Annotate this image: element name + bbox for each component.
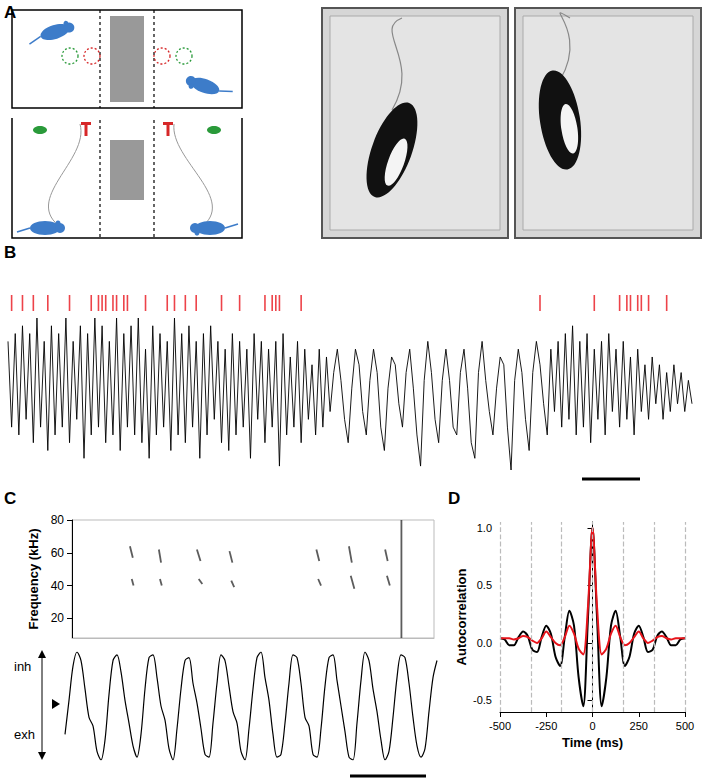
svg-text:80: 80 (51, 513, 65, 527)
svg-text:A: A (4, 3, 16, 22)
svg-text:Time (ms): Time (ms) (562, 735, 623, 750)
svg-text:40: 40 (51, 579, 65, 593)
svg-text:250: 250 (630, 720, 648, 732)
svg-text:exh: exh (14, 727, 35, 742)
svg-text:-500: -500 (489, 720, 511, 732)
svg-text:1.0: 1.0 (477, 522, 492, 534)
svg-text:0.0: 0.0 (477, 637, 492, 649)
svg-text:500: 500 (676, 720, 694, 732)
svg-text:-250: -250 (535, 720, 557, 732)
svg-text:0: 0 (589, 720, 595, 732)
svg-text:C: C (4, 489, 16, 508)
svg-text:20: 20 (51, 611, 65, 625)
svg-text:0.5: 0.5 (477, 579, 492, 591)
svg-text:B: B (4, 243, 16, 262)
svg-text:Frequency (kHz): Frequency (kHz) (26, 528, 41, 629)
svg-text:inh: inh (14, 659, 31, 674)
svg-text:-0.5: -0.5 (473, 694, 492, 706)
svg-text:Autocorrelation: Autocorrelation (454, 569, 469, 666)
svg-text:60: 60 (51, 546, 65, 560)
svg-text:D: D (448, 489, 460, 508)
